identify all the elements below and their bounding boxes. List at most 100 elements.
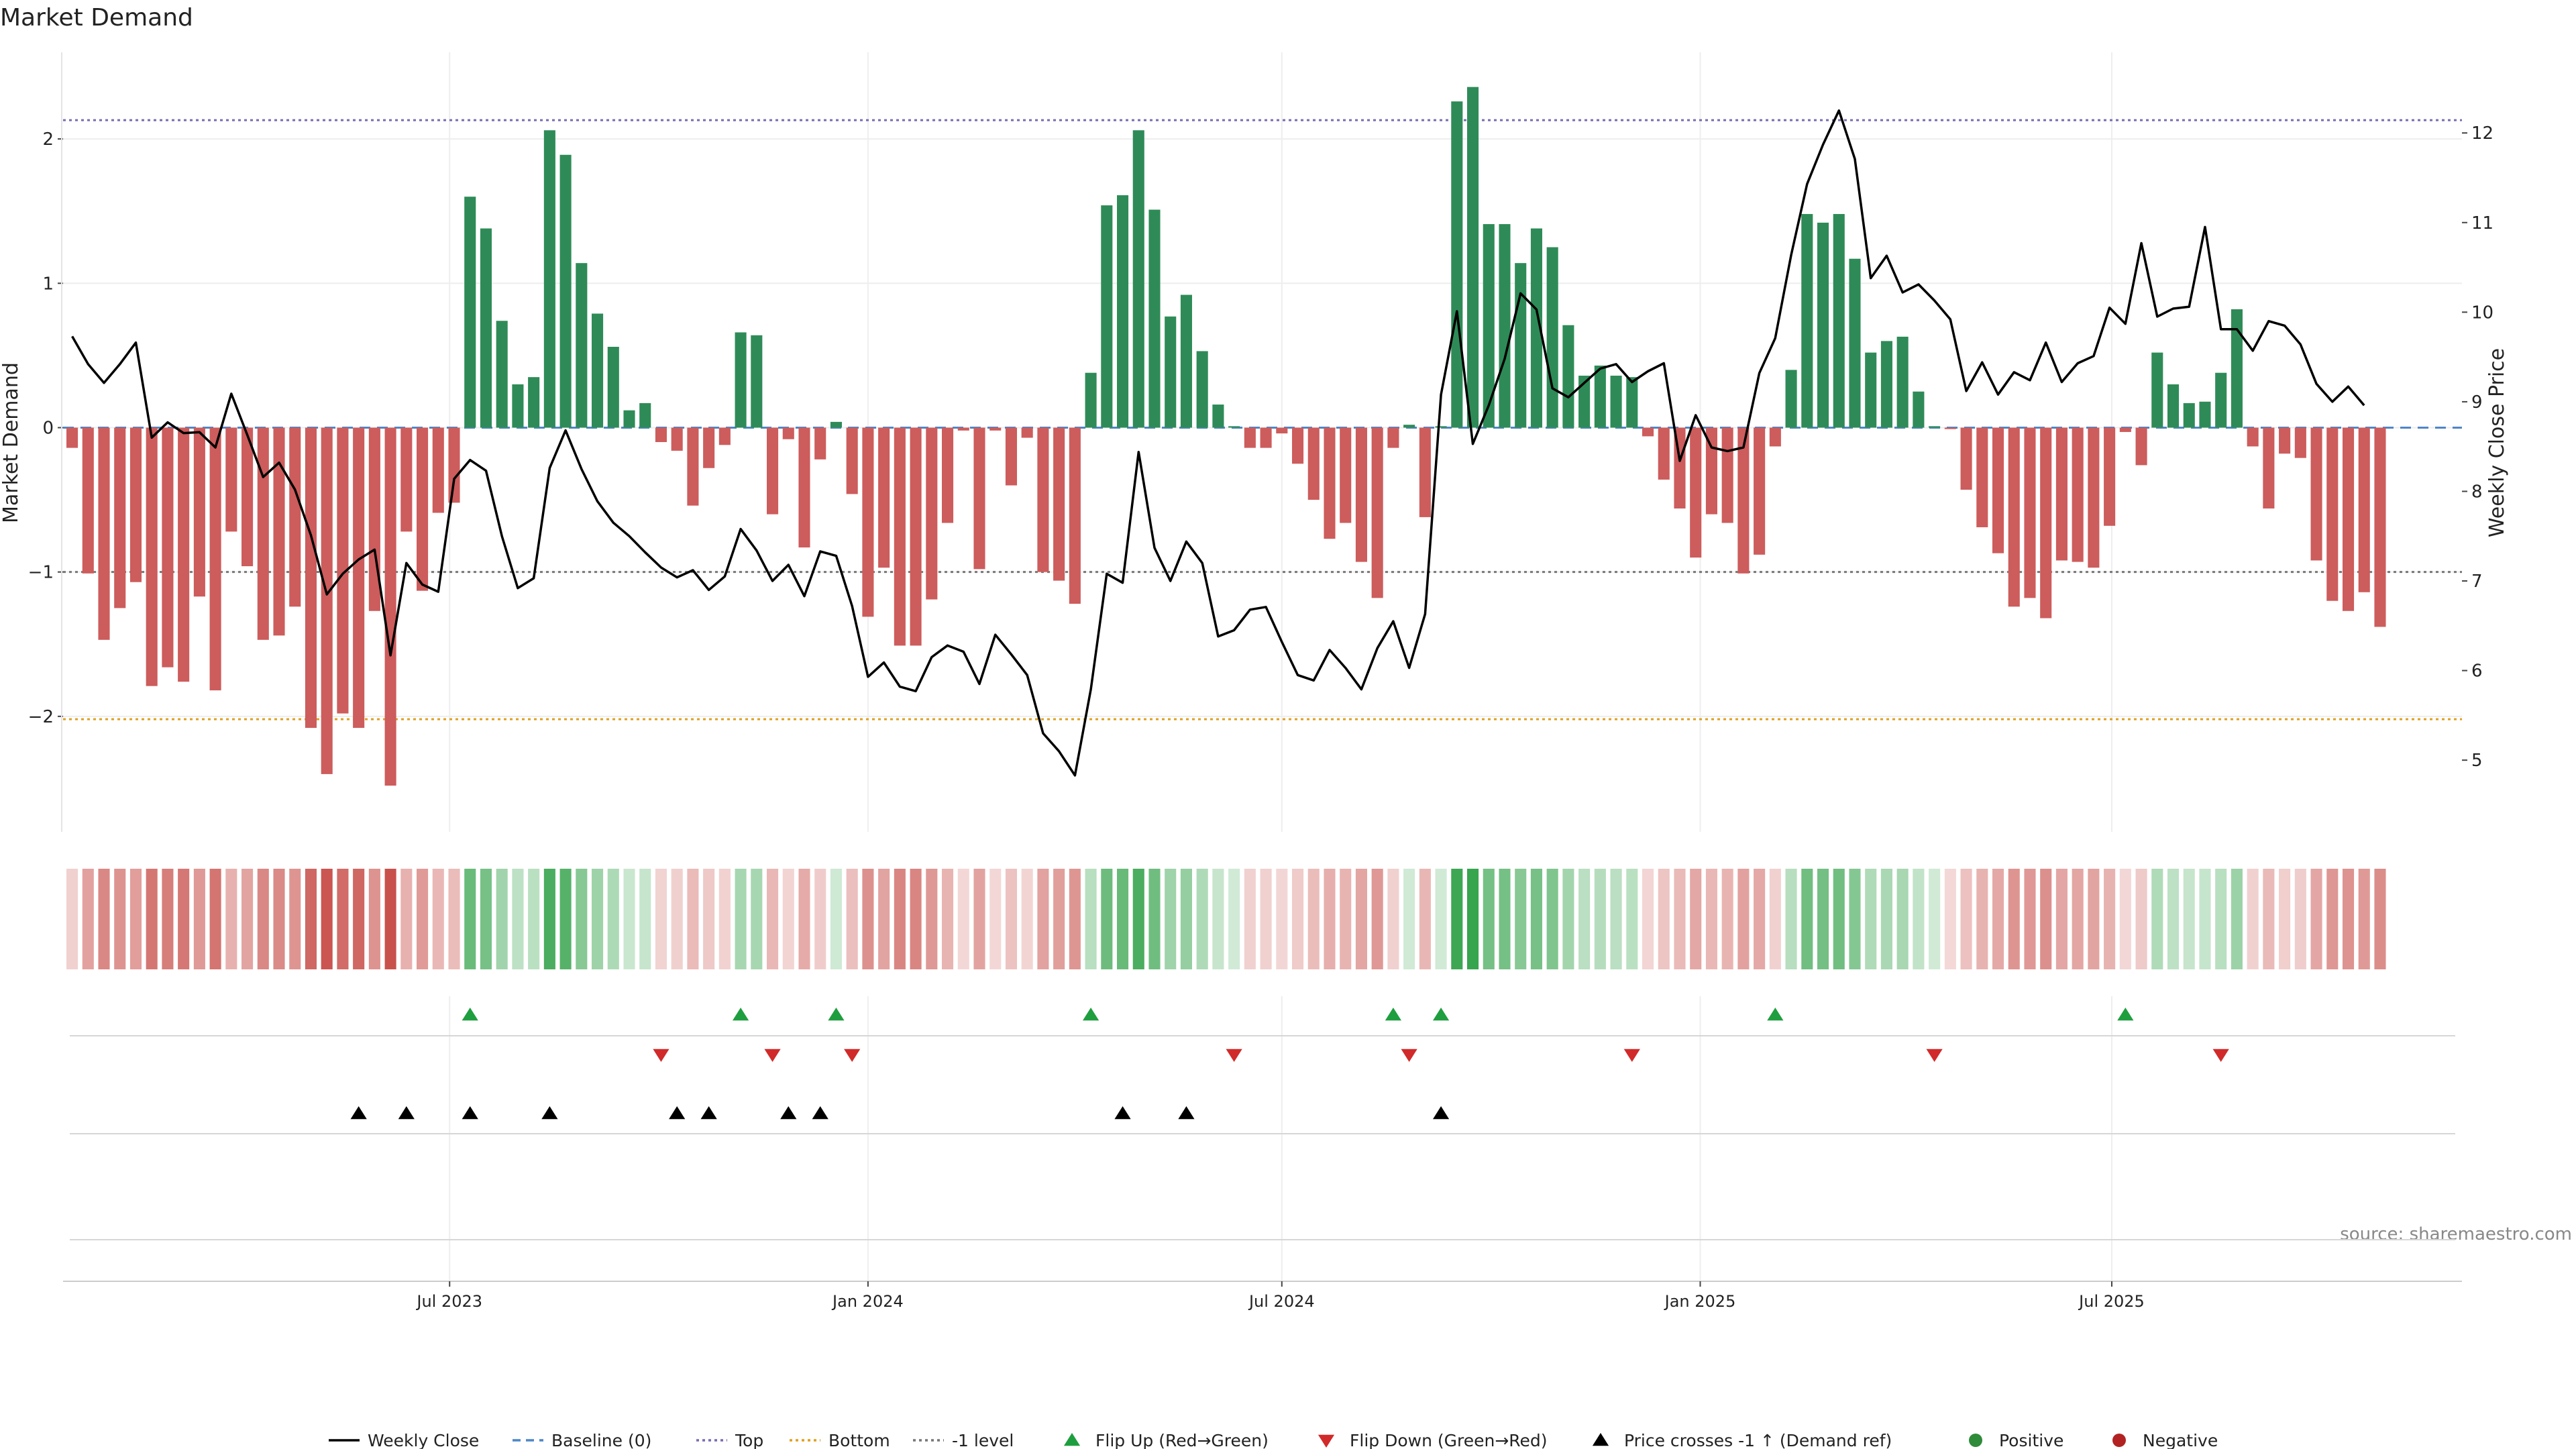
demand-bar [337, 427, 349, 714]
y-left-tick-label: 1 [42, 274, 54, 294]
heat-cell [1594, 869, 1606, 969]
x-tick-label: Jan 2024 [831, 1292, 904, 1311]
heat-cell [1801, 869, 1813, 969]
demand-bar [1466, 87, 1479, 428]
demand-bar [1499, 224, 1511, 428]
heat-cell [1005, 869, 1017, 969]
heat-cell [1132, 869, 1144, 969]
demand-bar [82, 427, 94, 574]
signal-marker [764, 1049, 781, 1062]
heat-cell [368, 869, 380, 969]
demand-bar [1307, 427, 1320, 500]
signal-marker [1385, 1008, 1402, 1021]
heat-cell [1865, 869, 1877, 969]
demand-bar [735, 332, 747, 428]
y-left-tick-label: −2 [28, 707, 54, 727]
demand-bar [957, 427, 969, 431]
demand-bar [1992, 427, 2004, 553]
heat-cell [576, 869, 588, 969]
heat-cell [846, 869, 858, 969]
heat-cell [193, 869, 205, 969]
heat-cell [814, 869, 826, 969]
heat-cell [273, 869, 285, 969]
heat-cell [2055, 869, 2068, 969]
demand-bar [1737, 427, 1750, 574]
legend-label: Top [735, 1431, 763, 1449]
heat-cell [2279, 869, 2291, 969]
heat-cell [1307, 869, 1320, 969]
signal-marker [2212, 1049, 2229, 1062]
demand-bar [1324, 427, 1336, 539]
heat-cell [1817, 869, 1829, 969]
demand-bar [129, 427, 142, 582]
demand-bar [1180, 294, 1192, 428]
heat-cell [703, 869, 715, 969]
heat-cell [1610, 869, 1622, 969]
heat-cell [1483, 869, 1495, 969]
demand-bar [417, 427, 429, 591]
demand-bar [878, 427, 890, 568]
legend-swatch-dot [1969, 1434, 1982, 1447]
heat-cell [209, 869, 221, 969]
demand-bar [2024, 427, 2036, 598]
heat-cell [1896, 869, 1909, 969]
heat-cell [1976, 869, 1988, 969]
heat-cell [1371, 869, 1383, 969]
demand-bar [1929, 426, 1941, 428]
signal-marker [350, 1106, 367, 1120]
demand-bar [257, 427, 269, 640]
heat-cell [1021, 869, 1033, 969]
heat-cell [543, 869, 555, 969]
heat-cell [735, 869, 747, 969]
demand-bar [400, 427, 413, 532]
signal-marker [844, 1049, 861, 1062]
legend-swatch-triangle-down [1318, 1434, 1335, 1448]
heat-cell [878, 869, 890, 969]
heat-cell [1992, 869, 2004, 969]
legend-label: Flip Up (Red→Green) [1095, 1431, 1269, 1449]
demand-bar [448, 427, 460, 503]
signal-marker [812, 1106, 828, 1120]
demand-bar [2151, 352, 2163, 428]
heat-cell [1674, 869, 1686, 969]
signal-marker [828, 1008, 845, 1021]
heat-cell [1929, 869, 1941, 969]
heat-cell [1562, 869, 1574, 969]
heat-cell [2167, 869, 2180, 969]
heat-cell [417, 869, 429, 969]
heat-cell [2135, 869, 2147, 969]
demand-bar [623, 410, 635, 428]
heat-cell [1340, 869, 1352, 969]
demand-bar [321, 427, 333, 774]
y-left-tick-label: 2 [42, 129, 54, 150]
demand-bar [2072, 427, 2084, 562]
heat-cell [2294, 869, 2306, 969]
chart-title: Market Demand [0, 4, 193, 32]
demand-bar [1069, 427, 1081, 604]
demand-bar [2215, 372, 2227, 428]
heat-cell [1355, 869, 1367, 969]
heat-cell [1403, 869, 1415, 969]
grid [63, 52, 2462, 1281]
heat-cell [1754, 869, 1766, 969]
demand-bar [1833, 214, 1845, 428]
signal-marker [1226, 1049, 1242, 1062]
heat-cell [1148, 869, 1161, 969]
heat-cell [830, 869, 842, 969]
demand-bar [209, 427, 221, 691]
demand-bar [671, 427, 683, 451]
heat-cell [448, 869, 460, 969]
demand-bar [1754, 427, 1766, 555]
demand-bar [241, 427, 254, 567]
demand-bar [1546, 247, 1558, 428]
heat-cell [989, 869, 1002, 969]
signal-marker [780, 1106, 797, 1120]
heat-cell [1435, 869, 1447, 969]
heat-cell [1069, 869, 1081, 969]
demand-bar [655, 427, 667, 442]
legend-label: -1 level [952, 1431, 1014, 1449]
heat-cell [321, 869, 333, 969]
demand-bar [926, 427, 938, 600]
heat-cell [607, 869, 619, 969]
